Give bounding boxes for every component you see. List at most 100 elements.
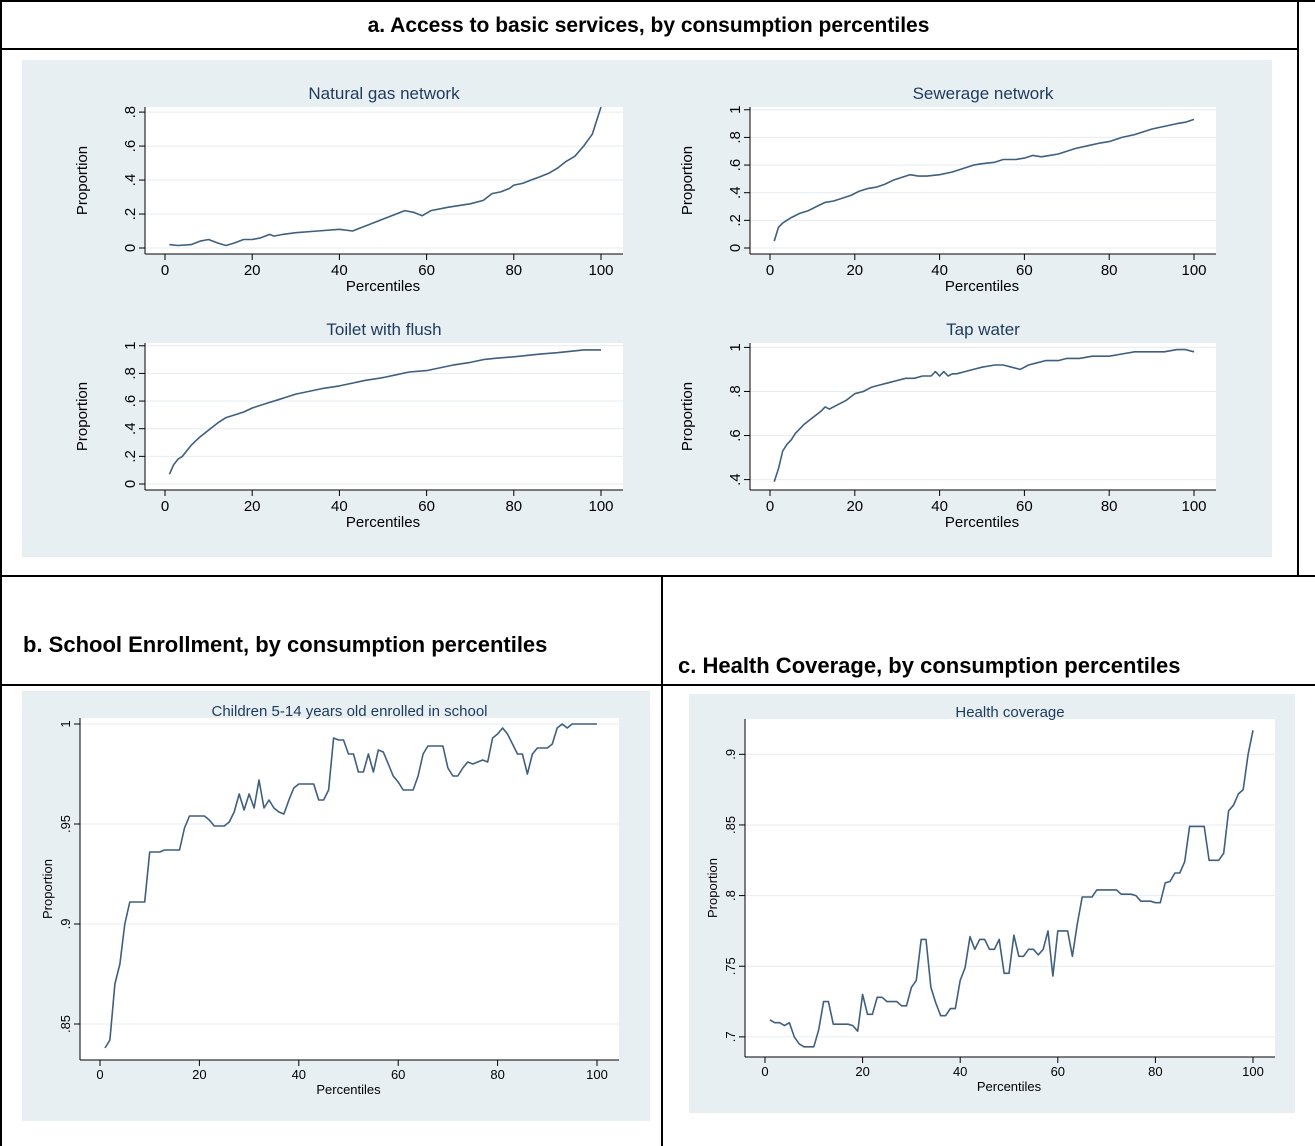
y-tick-label: .6 bbox=[727, 159, 744, 172]
y-tick-label: 0 bbox=[122, 480, 139, 488]
y-tick-label: .8 bbox=[122, 106, 139, 119]
panel-c-title: c. Health Coverage, by consumption perce… bbox=[678, 653, 1181, 678]
y-tick-label: .2 bbox=[122, 450, 139, 463]
y-tick-label: .2 bbox=[122, 208, 139, 221]
x-tick-label: 80 bbox=[1101, 498, 1118, 515]
y-tick-label: .85 bbox=[723, 816, 738, 834]
plot-region bbox=[145, 343, 623, 490]
chart-health-coverage: Health coverage 0 20 40 60 80 100 .7 .75 .8 .85 .9 P… bbox=[705, 704, 1275, 1094]
y-tick-label: 1 bbox=[727, 343, 744, 351]
x-tick-label: 60 bbox=[418, 498, 435, 515]
x-tick-label: 0 bbox=[96, 1067, 103, 1082]
panel-a-title: a. Access to basic services, by consumpt… bbox=[367, 14, 930, 37]
y-tick-label: 0 bbox=[727, 244, 744, 252]
y-axis-label: Proportion bbox=[679, 382, 696, 451]
x-axis-label: Percentiles bbox=[346, 278, 420, 295]
chart-sewerage-network: Sewerage network 0 20 40 60 80 100 0 .2 .4 .6 .8 1 Pe… bbox=[679, 84, 1216, 295]
y-axis-label: Proportion bbox=[74, 146, 91, 215]
y-tick-label: 0 bbox=[122, 244, 139, 252]
y-tick-label: .95 bbox=[58, 815, 73, 833]
x-tick-label: 80 bbox=[505, 498, 522, 515]
x-tick-label: 100 bbox=[1181, 498, 1206, 515]
x-tick-label: 80 bbox=[490, 1067, 504, 1082]
x-tick-label: 60 bbox=[391, 1067, 405, 1082]
y-tick-label: .6 bbox=[122, 395, 139, 408]
y-tick-label: .8 bbox=[727, 385, 744, 398]
x-axis-label: Percentiles bbox=[316, 1082, 381, 1097]
x-tick-label: 20 bbox=[192, 1067, 206, 1082]
panel-b-title: b. School Enrollment, by consumption per… bbox=[23, 632, 548, 657]
chart-title: Natural gas network bbox=[308, 84, 460, 103]
x-tick-label: 100 bbox=[586, 1067, 608, 1082]
x-tick-label: 60 bbox=[1016, 262, 1033, 279]
chart-natural-gas-network: Natural gas network 0 20 40 60 80 100 0 .2 .4 .6 .8… bbox=[74, 84, 623, 295]
x-tick-label: 40 bbox=[331, 262, 348, 279]
x-tick-label: 60 bbox=[1016, 498, 1033, 515]
y-tick-label: .4 bbox=[727, 186, 744, 199]
series-line bbox=[104, 723, 597, 1049]
chart-toilet-with-flush: Toilet with flush 0 20 40 60 80 100 0 .2 .4 .6 .8 1 P… bbox=[74, 320, 623, 531]
y-axis-label: Proportion bbox=[40, 859, 55, 919]
x-tick-label: 100 bbox=[588, 498, 613, 515]
x-tick-label: 40 bbox=[953, 1064, 967, 1079]
x-tick-label: 60 bbox=[1051, 1064, 1065, 1079]
chart-title: Sewerage network bbox=[913, 84, 1054, 103]
series-line bbox=[769, 730, 1254, 1048]
x-tick-label: 20 bbox=[846, 498, 863, 515]
plot-region bbox=[750, 107, 1216, 254]
x-tick-label: 40 bbox=[331, 498, 348, 515]
y-tick-label: .6 bbox=[727, 429, 744, 442]
chart-title: Health coverage bbox=[955, 704, 1064, 721]
frame-left-border bbox=[0, 0, 2, 1146]
frame-row3-divider bbox=[0, 684, 1315, 686]
series-line bbox=[773, 118, 1195, 242]
x-tick-label: 20 bbox=[244, 262, 261, 279]
chart-title: Toilet with flush bbox=[326, 320, 441, 339]
y-tick-label: 1 bbox=[58, 720, 73, 727]
chart-title: Tap water bbox=[946, 320, 1020, 339]
y-tick-label: .6 bbox=[122, 140, 139, 153]
x-tick-label: 60 bbox=[418, 262, 435, 279]
plot-region bbox=[745, 719, 1275, 1057]
y-tick-label: .9 bbox=[723, 749, 738, 760]
y-tick-label: 1 bbox=[727, 106, 744, 114]
y-tick-label: 1 bbox=[122, 342, 139, 350]
x-tick-label: 0 bbox=[766, 498, 774, 515]
y-tick-label: .7 bbox=[723, 1031, 738, 1042]
series-line bbox=[773, 348, 1195, 483]
series-line bbox=[168, 349, 601, 475]
x-tick-label: 20 bbox=[855, 1064, 869, 1079]
x-tick-label: 80 bbox=[505, 262, 522, 279]
y-axis-label: Proportion bbox=[74, 382, 91, 451]
y-tick-label: .2 bbox=[727, 214, 744, 227]
x-tick-label: 0 bbox=[161, 498, 169, 515]
x-tick-label: 0 bbox=[761, 1064, 768, 1079]
y-tick-label: .8 bbox=[122, 367, 139, 380]
plot-region bbox=[750, 343, 1216, 490]
x-tick-label: 0 bbox=[766, 262, 774, 279]
chart-title: Children 5-14 years old enrolled in scho… bbox=[212, 703, 488, 720]
x-axis-label: Percentiles bbox=[945, 514, 1019, 531]
x-tick-label: 100 bbox=[588, 262, 613, 279]
y-axis-label: Proportion bbox=[679, 146, 696, 215]
y-tick-label: .8 bbox=[727, 131, 744, 144]
y-tick-label: .9 bbox=[58, 919, 73, 930]
x-tick-label: 40 bbox=[292, 1067, 306, 1082]
y-tick-label: .4 bbox=[727, 473, 744, 486]
x-tick-label: 40 bbox=[931, 262, 948, 279]
y-tick-label: .4 bbox=[122, 174, 139, 187]
x-tick-label: 20 bbox=[244, 498, 261, 515]
y-axis-label: Proportion bbox=[705, 858, 720, 918]
y-tick-label: .8 bbox=[723, 890, 738, 901]
y-tick-label: .4 bbox=[122, 422, 139, 435]
y-tick-label: .75 bbox=[723, 957, 738, 975]
y-tick-label: .85 bbox=[58, 1015, 73, 1033]
x-axis-label: Percentiles bbox=[346, 514, 420, 531]
chart-school-enrollment: Children 5-14 years old enrolled in scho… bbox=[40, 703, 619, 1097]
x-axis-label: Percentiles bbox=[945, 278, 1019, 295]
frame-row2-divider bbox=[0, 575, 1315, 577]
chart-tap-water: Tap water 0 20 40 60 80 100 .4 .6 .8 1 Percentiles P… bbox=[679, 320, 1216, 531]
plot-region bbox=[80, 718, 619, 1060]
series-line bbox=[169, 106, 602, 247]
x-tick-label: 100 bbox=[1242, 1064, 1264, 1079]
